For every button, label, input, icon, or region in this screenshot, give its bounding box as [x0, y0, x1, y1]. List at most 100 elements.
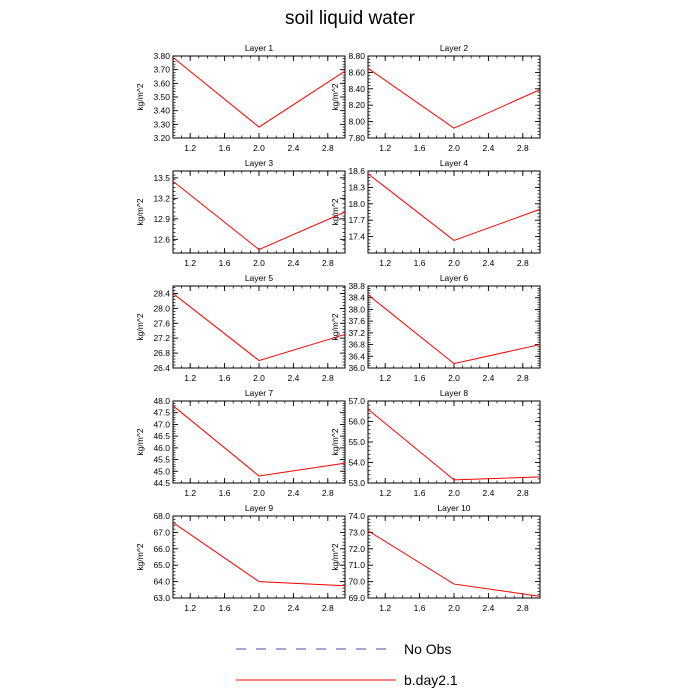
x-tick-label: 2.8	[517, 603, 529, 613]
y-tick-label: 73.0	[348, 527, 365, 537]
y-axis-label: kg/m^2	[135, 543, 145, 570]
y-tick-label: 38.8	[348, 281, 365, 291]
x-tick-label: 2.4	[287, 488, 299, 498]
y-tick-label: 37.2	[348, 328, 365, 338]
x-tick-label: 1.6	[219, 373, 231, 383]
x-tick-label: 2.8	[322, 143, 334, 153]
x-tick-label: 1.6	[414, 603, 426, 613]
x-tick-label: 2.4	[482, 603, 494, 613]
y-tick-label: 28.4	[153, 288, 170, 298]
y-tick-label: 69.0	[348, 593, 365, 603]
y-tick-label: 17.7	[348, 215, 365, 225]
x-tick-label: 1.2	[184, 488, 196, 498]
panel-layer-5: 1.2 1.6 2.0 2.4 2.8 26.4 26.8 27.2 27.6 28.0 28.4 k…	[135, 273, 346, 383]
y-tick-label: 3.70	[153, 65, 170, 75]
x-tick-label: 2.8	[517, 143, 529, 153]
y-tick-label: 47.0	[153, 419, 170, 429]
y-tick-label: 72.0	[348, 544, 365, 554]
y-tick-label: 27.2	[153, 333, 170, 343]
y-tick-label: 46.5	[153, 431, 170, 441]
plot-frame	[367, 515, 541, 599]
panel-layer-3: 1.2 1.6 2.0 2.4 2.8 12.6 12.9 13.2 13.5 kg/m^2 Lay…	[135, 158, 346, 268]
series-line	[367, 67, 541, 129]
y-tick-label: 26.8	[153, 348, 170, 358]
y-axis-label: kg/m^2	[330, 313, 340, 340]
y-axis-label: kg/m^2	[330, 428, 340, 455]
panel-layer-1: 1.2 1.6 2.0 2.4 2.8 3.20 3.30 3.40 3.50 3.60 3.70 3…	[135, 43, 346, 153]
plot-frame	[172, 170, 346, 254]
plot-frame	[367, 400, 541, 484]
x-tick-label: 2.4	[482, 488, 494, 498]
x-tick-label: 1.2	[379, 258, 391, 268]
y-tick-label: 47.5	[153, 408, 170, 418]
panel-title: Layer 5	[245, 273, 274, 283]
x-tick-label: 2.0	[448, 143, 460, 153]
y-tick-label: 46.0	[153, 443, 170, 453]
x-tick-label: 2.8	[322, 258, 334, 268]
x-tick-label: 1.6	[414, 373, 426, 383]
legend-label: No Obs	[404, 641, 451, 657]
series-line	[172, 180, 346, 251]
x-tick-label: 2.8	[322, 373, 334, 383]
y-tick-label: 26.4	[153, 363, 170, 373]
series-line	[367, 530, 541, 597]
y-axis-label: kg/m^2	[135, 198, 145, 225]
x-tick-label: 2.0	[253, 258, 265, 268]
y-tick-label: 3.60	[153, 78, 170, 88]
panel-title: Layer 1	[245, 43, 274, 53]
plot-frame	[172, 55, 346, 139]
y-tick-label: 44.5	[153, 478, 170, 488]
y-tick-label: 64.0	[153, 577, 170, 587]
x-tick-label: 2.0	[448, 373, 460, 383]
x-tick-label: 1.2	[379, 373, 391, 383]
x-tick-label: 2.4	[287, 258, 299, 268]
y-tick-label: 48.0	[153, 396, 170, 406]
plot-frame	[367, 285, 541, 369]
panel-title: Layer 7	[245, 388, 274, 398]
y-tick-label: 8.80	[348, 51, 365, 61]
x-tick-label: 2.4	[287, 143, 299, 153]
legend-item-2: b.day2.1	[236, 672, 458, 688]
y-tick-label: 12.9	[153, 214, 170, 224]
panel-title: Layer 4	[440, 158, 469, 168]
figure-title: soil liquid water	[285, 8, 415, 29]
panel-title: Layer 8	[440, 388, 469, 398]
y-axis-label: kg/m^2	[135, 313, 145, 340]
x-tick-label: 2.8	[517, 373, 529, 383]
legend: No Obs b.day2.1	[236, 641, 458, 688]
x-tick-label: 2.0	[253, 488, 265, 498]
y-tick-label: 13.2	[153, 193, 170, 203]
panel-title: Layer 6	[440, 273, 469, 283]
y-tick-label: 7.80	[348, 133, 365, 143]
series-line	[172, 522, 346, 587]
panel-title: Layer 3	[245, 158, 274, 168]
x-tick-label: 2.0	[448, 603, 460, 613]
x-tick-label: 2.4	[482, 143, 494, 153]
x-tick-label: 2.0	[448, 258, 460, 268]
x-tick-label: 1.2	[184, 143, 196, 153]
x-tick-label: 1.2	[379, 488, 391, 498]
panel-layer-9: 1.2 1.6 2.0 2.4 2.8 63.0 64.0 65.0 66.0 67.0 68.0 k…	[135, 503, 346, 613]
y-tick-label: 36.0	[348, 363, 365, 373]
panels: 1.2 1.6 2.0 2.4 2.8 3.20 3.30 3.40 3.50 3.60 3.70 3…	[135, 43, 541, 613]
y-tick-label: 8.40	[348, 84, 365, 94]
y-tick-label: 3.80	[153, 51, 170, 61]
series-line	[367, 173, 541, 241]
y-tick-label: 38.0	[348, 304, 365, 314]
y-tick-label: 57.0	[348, 396, 365, 406]
x-tick-label: 1.6	[219, 488, 231, 498]
y-tick-label: 54.0	[348, 458, 365, 468]
panel-title: Layer 2	[440, 43, 469, 53]
x-tick-label: 2.8	[322, 603, 334, 613]
y-tick-label: 68.0	[153, 511, 170, 521]
x-tick-label: 1.6	[414, 143, 426, 153]
x-tick-label: 1.6	[219, 603, 231, 613]
series-line	[367, 408, 541, 481]
x-tick-label: 2.4	[287, 373, 299, 383]
panel-layer-7: 1.2 1.6 2.0 2.4 2.844.545.045.546.046.547.04…	[135, 388, 346, 498]
y-tick-label: 53.0	[348, 478, 365, 488]
y-tick-label: 36.8	[348, 340, 365, 350]
y-tick-label: 38.4	[348, 293, 365, 303]
panel-layer-8: 1.2 1.6 2.0 2.4 2.8 53.0 54.0 55.0 56.0 57.0 kg/m^…	[330, 388, 541, 498]
y-tick-label: 12.6	[153, 234, 170, 244]
